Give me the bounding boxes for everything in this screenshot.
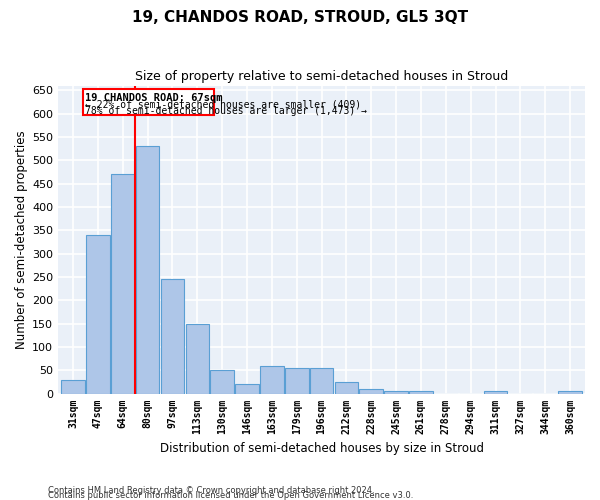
Bar [136, 146, 160, 394]
Bar [61, 380, 85, 394]
FancyBboxPatch shape [83, 90, 214, 115]
Bar [185, 324, 209, 394]
Bar [111, 174, 134, 394]
X-axis label: Distribution of semi-detached houses by size in Stroud: Distribution of semi-detached houses by … [160, 442, 484, 455]
Bar [359, 389, 383, 394]
Text: Contains public sector information licensed under the Open Government Licence v3: Contains public sector information licen… [48, 491, 413, 500]
Bar [86, 235, 110, 394]
Bar [260, 366, 284, 394]
Text: 19 CHANDOS ROAD: 67sqm: 19 CHANDOS ROAD: 67sqm [85, 93, 223, 103]
Text: ← 22% of semi-detached houses are smaller (409): ← 22% of semi-detached houses are smalle… [85, 100, 362, 110]
Bar [310, 368, 334, 394]
Title: Size of property relative to semi-detached houses in Stroud: Size of property relative to semi-detach… [135, 70, 508, 83]
Bar [235, 384, 259, 394]
Bar [335, 382, 358, 394]
Text: 19, CHANDOS ROAD, STROUD, GL5 3QT: 19, CHANDOS ROAD, STROUD, GL5 3QT [132, 10, 468, 25]
Bar [211, 370, 234, 394]
Bar [484, 391, 508, 394]
Bar [161, 279, 184, 394]
Bar [285, 368, 308, 394]
Bar [409, 391, 433, 394]
Text: Contains HM Land Registry data © Crown copyright and database right 2024.: Contains HM Land Registry data © Crown c… [48, 486, 374, 495]
Text: 78% of semi-detached houses are larger (1,473) →: 78% of semi-detached houses are larger (… [85, 106, 367, 116]
Y-axis label: Number of semi-detached properties: Number of semi-detached properties [15, 130, 28, 349]
Bar [558, 391, 582, 394]
Bar [385, 391, 408, 394]
